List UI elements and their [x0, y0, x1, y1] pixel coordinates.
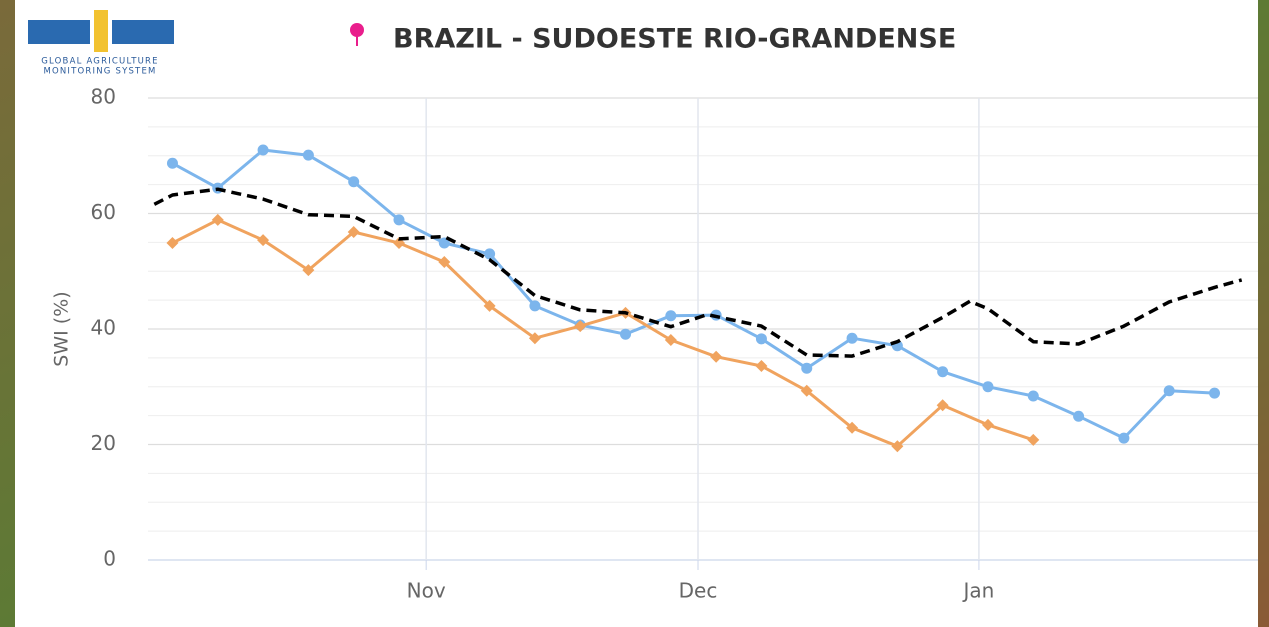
chart: GLOBAL AGRICULTURE MONITORING SYSTEM BRA…: [0, 0, 1269, 627]
point: [167, 158, 178, 169]
y-axis-label: SWI (%): [51, 291, 73, 366]
point: [529, 300, 540, 311]
y-tick-label: 0: [103, 547, 116, 571]
logo-wheat: [94, 10, 108, 52]
point: [1073, 411, 1084, 422]
page: {"logo": {"line1": "GLOBAL AGRICULTURE",…: [0, 0, 1269, 627]
point: [665, 310, 676, 321]
pin-icon: [350, 23, 364, 37]
point: [484, 248, 495, 259]
chart-title: BRAZIL - SUDOESTE RIO-GRANDENSE: [393, 24, 956, 55]
point: [393, 214, 404, 225]
point: [801, 363, 812, 374]
logo-text: MONITORING SYSTEM: [43, 67, 156, 77]
point: [1028, 390, 1039, 401]
point: [1164, 385, 1175, 396]
point: [756, 333, 767, 344]
point: [1209, 388, 1220, 399]
logo-bar: [28, 20, 90, 44]
point: [937, 366, 948, 377]
point: [258, 144, 269, 155]
panel: [15, 0, 1258, 627]
logo-bar: [112, 20, 174, 44]
logo-text: GLOBAL AGRICULTURE: [41, 57, 158, 67]
point: [1118, 433, 1129, 444]
y-tick-label: 80: [91, 85, 116, 109]
x-tick-label: Dec: [679, 579, 718, 603]
y-tick-label: 40: [91, 316, 116, 340]
y-tick-label: 20: [91, 431, 116, 455]
point: [620, 329, 631, 340]
point: [348, 176, 359, 187]
point: [982, 381, 993, 392]
x-tick-label: Jan: [961, 579, 994, 603]
title-group: BRAZIL - SUDOESTE RIO-GRANDENSE: [350, 23, 956, 55]
point: [847, 333, 858, 344]
point: [303, 150, 314, 161]
x-tick-label: Nov: [407, 579, 446, 603]
y-tick-label: 60: [91, 200, 116, 224]
